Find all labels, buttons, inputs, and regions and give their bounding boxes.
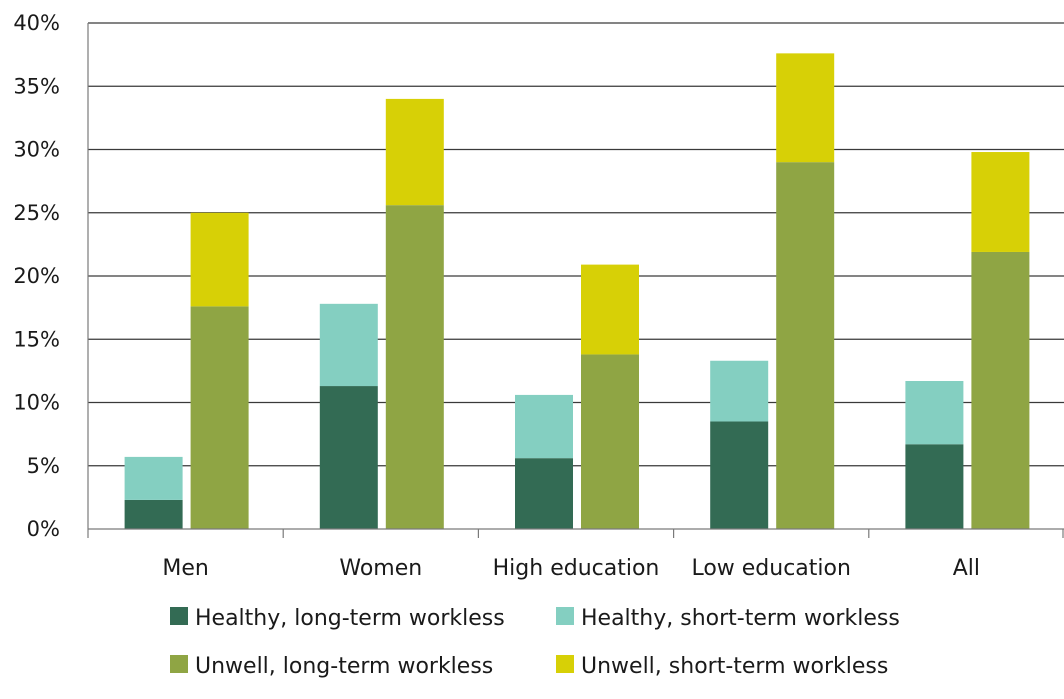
x-category-labels: Men Women High education Low education All <box>162 556 980 581</box>
legend-label-unwell-short-term-workless: Unwell, short-term workless <box>581 654 888 679</box>
x-category-label-women: Women <box>339 556 422 581</box>
legend-label-healthy-long-term-workless: Healthy, long-term workless <box>195 606 505 631</box>
y-tick-label-25: 25% <box>13 201 60 225</box>
grid-lines <box>88 22 1064 467</box>
bar-high-education-healthy-long-term-workless <box>515 458 573 529</box>
bar-low-education-healthy-short-term-workless <box>710 360 769 422</box>
y-tick-label-20: 20% <box>13 264 60 288</box>
legend-swatch-healthy-long-term-workless <box>170 607 188 625</box>
legend-label-healthy-short-term-workless: Healthy, short-term workless <box>581 606 900 631</box>
x-category-label-low-education: Low education <box>691 556 850 581</box>
legend-swatch-unwell-short-term-workless <box>556 655 574 673</box>
bar-high-education-unwell-short-term-workless <box>581 264 639 355</box>
bar-men-unwell-short-term-workless <box>190 212 249 307</box>
y-tick-label-35: 35% <box>13 74 60 98</box>
bar-women-unwell-long-term-workless <box>385 205 444 529</box>
y-tick-label-40: 40% <box>13 11 60 35</box>
legend-swatch-healthy-short-term-workless <box>556 607 574 625</box>
x-category-label-men: Men <box>162 556 208 581</box>
axes <box>87 23 1064 538</box>
x-category-label-high-education: High education <box>493 556 660 581</box>
y-tick-label-0: 0% <box>27 517 60 541</box>
bar-low-education-healthy-long-term-workless <box>710 421 769 529</box>
bar-all-unwell-long-term-workless <box>971 251 1030 529</box>
bars <box>124 53 1030 529</box>
bar-women-healthy-short-term-workless <box>319 303 378 387</box>
y-tick-label-15: 15% <box>13 327 60 351</box>
bar-all-unwell-short-term-workless <box>971 152 1030 252</box>
legend-label-unwell-long-term-workless: Unwell, long-term workless <box>195 654 493 679</box>
bar-low-education-unwell-long-term-workless <box>776 162 835 529</box>
bar-high-education-healthy-short-term-workless <box>515 394 573 459</box>
bar-high-education-unwell-long-term-workless <box>581 354 639 529</box>
y-tick-labels: 0% 5% 10% 15% 20% 25% 30% 35% 40% <box>13 11 60 541</box>
bar-all-healthy-short-term-workless <box>905 380 964 445</box>
legend-swatch-unwell-long-term-workless <box>170 655 188 673</box>
bar-women-unwell-short-term-workless <box>385 98 444 206</box>
bar-men-healthy-long-term-workless <box>124 499 183 529</box>
y-tick-label-30: 30% <box>13 138 60 162</box>
bar-men-healthy-short-term-workless <box>124 456 183 500</box>
y-tick-label-10: 10% <box>13 391 60 415</box>
bar-women-healthy-long-term-workless <box>319 386 378 529</box>
bar-low-education-unwell-short-term-workless <box>776 53 835 163</box>
x-category-label-all: All <box>953 556 980 581</box>
bar-all-healthy-long-term-workless <box>905 444 964 529</box>
y-tick-label-5: 5% <box>27 454 60 478</box>
bar-men-unwell-long-term-workless <box>190 306 249 529</box>
legend: Healthy, long-term workless Healthy, shor… <box>170 606 900 679</box>
